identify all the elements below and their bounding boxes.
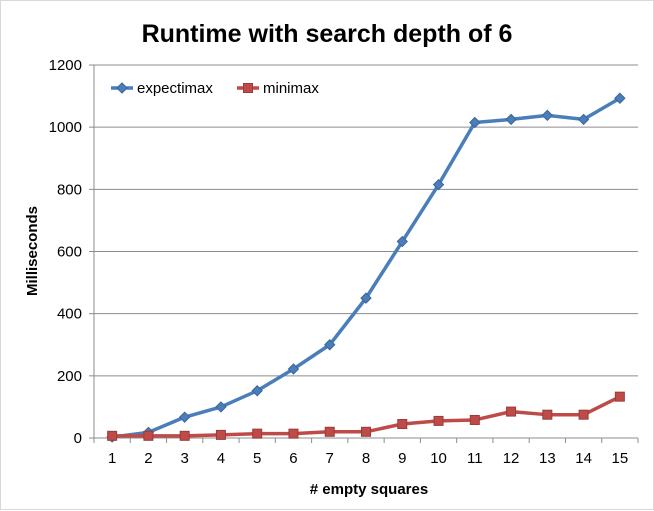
x-tick-label: 9 (398, 450, 406, 467)
y-tick-label: 1200 (49, 57, 82, 74)
data-point-minimax (361, 426, 371, 437)
data-point-minimax (179, 430, 190, 441)
x-tick-label: 8 (362, 450, 370, 467)
data-point-expectimax (577, 113, 590, 126)
chart-title: Runtime with search depth of 6 (142, 20, 513, 48)
data-point-minimax (107, 430, 118, 441)
x-tick-label: 13 (539, 450, 556, 467)
data-point-minimax (506, 406, 517, 417)
y-tick-label: 400 (57, 306, 82, 323)
y-tick-label: 600 (57, 244, 82, 261)
data-point-minimax (397, 419, 408, 430)
x-tick-label: 14 (575, 450, 592, 467)
x-tick-label: 6 (289, 450, 297, 467)
data-point-expectimax (215, 401, 227, 413)
axes (89, 64, 639, 443)
x-tick-label: 1 (108, 450, 116, 467)
y-tick-label: 200 (57, 368, 82, 385)
data-point-expectimax (251, 385, 263, 397)
data-point-expectimax (396, 235, 408, 248)
x-tick-label: 7 (326, 450, 334, 467)
data-point-minimax (578, 409, 589, 420)
x-tick-label: 4 (217, 450, 225, 467)
data-point-expectimax (432, 178, 445, 191)
data-point-minimax (542, 409, 553, 420)
x-axis-label: # empty squares (310, 481, 428, 498)
data-point-minimax (433, 415, 444, 426)
x-tick-label: 3 (180, 450, 188, 467)
data-point-expectimax (541, 109, 554, 122)
legend-item-expectimax: expectimax (111, 80, 213, 97)
x-tick-labels: 1 2 3 4 5 6 7 8 9 10 11 12 13 14 15 (108, 450, 628, 467)
series-line-expectimax (111, 96, 621, 439)
data-point-minimax (288, 428, 299, 439)
data-point-expectimax (614, 92, 626, 104)
gridlines (94, 64, 638, 377)
data-point-minimax (324, 426, 335, 437)
data-point-expectimax (360, 292, 372, 304)
legend-label: expectimax (137, 80, 213, 97)
series-layer (106, 92, 626, 443)
data-point-expectimax (178, 411, 191, 423)
data-point-minimax (143, 430, 154, 441)
series-minimax (107, 391, 625, 441)
data-point-expectimax (324, 339, 336, 351)
x-tick-label: 12 (503, 450, 520, 467)
y-tick-labels: 0 200 400 600 800 1000 1200 (49, 57, 82, 447)
data-point-minimax (215, 429, 226, 440)
x-tick-label: 11 (467, 450, 483, 467)
legend-item-minimax: minimax (237, 80, 319, 97)
y-tick-label: 0 (74, 430, 82, 447)
series-expectimax (106, 92, 626, 443)
data-point-minimax (469, 414, 480, 425)
legend-marker (116, 82, 128, 94)
data-point-minimax (614, 391, 625, 402)
legend: expectimax minimax (111, 80, 319, 97)
data-point-expectimax (469, 116, 481, 129)
legend-label: minimax (263, 80, 319, 97)
data-point-expectimax (505, 113, 517, 126)
data-point-expectimax (287, 363, 300, 375)
data-point-minimax (252, 428, 263, 439)
x-tick-label: 15 (612, 450, 629, 467)
y-axis-label: Milliseconds (24, 206, 41, 296)
x-tick-label: 2 (144, 450, 152, 467)
x-tick-label: 5 (253, 450, 261, 467)
x-tick-label: 10 (430, 450, 447, 467)
y-tick-label: 1000 (49, 119, 82, 136)
y-tick-label: 800 (57, 181, 82, 198)
legend-marker (243, 83, 253, 93)
